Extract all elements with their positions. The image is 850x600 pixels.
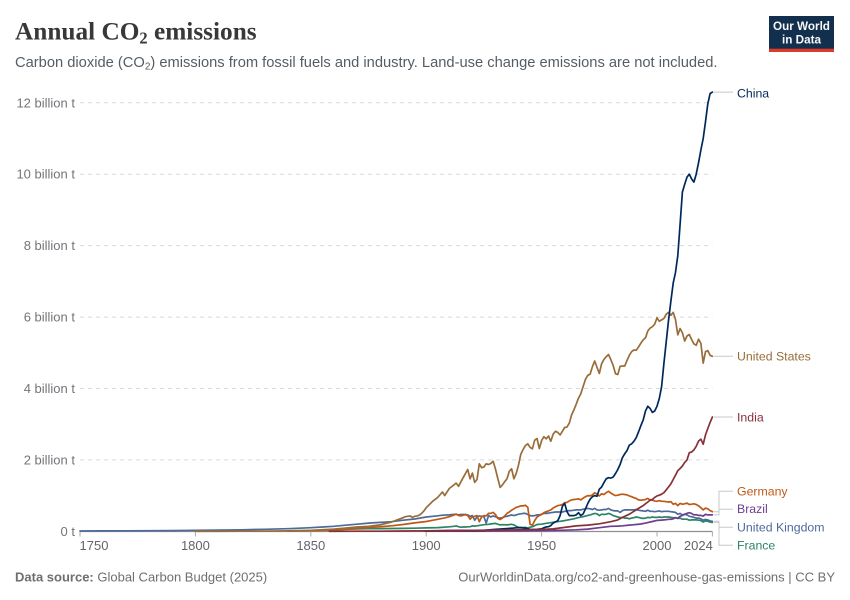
svg-text:Carbon dioxide (CO2) emissions: Carbon dioxide (CO2) emissions from foss…: [15, 55, 718, 73]
svg-text:2024: 2024: [684, 538, 713, 553]
svg-text:India: India: [737, 411, 764, 425]
svg-text:OurWorldinData.org/co2-and-gre: OurWorldinData.org/co2-and-greenhouse-ga…: [458, 570, 835, 585]
svg-text:Brazil: Brazil: [737, 502, 768, 516]
svg-text:1850: 1850: [296, 538, 325, 553]
svg-text:Annual CO2 emissions: Annual CO2 emissions: [15, 18, 257, 48]
svg-text:10 billion t: 10 billion t: [16, 167, 75, 182]
svg-text:12 billion t: 12 billion t: [16, 95, 75, 110]
svg-text:Germany: Germany: [737, 484, 788, 498]
svg-text:2000: 2000: [643, 538, 672, 553]
svg-text:1800: 1800: [181, 538, 210, 553]
svg-text:United States: United States: [737, 349, 811, 363]
svg-text:in Data: in Data: [782, 33, 821, 46]
svg-text:China: China: [737, 87, 769, 101]
svg-text:6 billion t: 6 billion t: [24, 310, 76, 325]
svg-text:United Kingdom: United Kingdom: [737, 520, 825, 534]
svg-text:1750: 1750: [80, 538, 109, 553]
svg-text:1950: 1950: [527, 538, 556, 553]
svg-text:France: France: [737, 538, 775, 552]
svg-text:1900: 1900: [412, 538, 441, 553]
svg-text:4 billion t: 4 billion t: [24, 381, 76, 396]
svg-text:8 billion t: 8 billion t: [24, 238, 76, 253]
svg-text:Our World: Our World: [773, 20, 830, 33]
svg-text:0 t: 0 t: [61, 524, 76, 539]
svg-text:2 billion t: 2 billion t: [24, 452, 76, 467]
svg-text:Data source: Global Carbon Bud: Data source: Global Carbon Budget (2025): [15, 570, 267, 585]
